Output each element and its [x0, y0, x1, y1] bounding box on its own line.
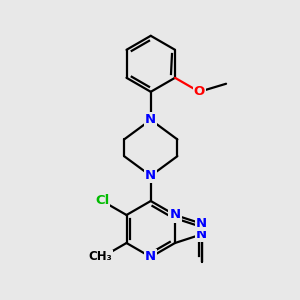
- Text: N: N: [196, 217, 207, 230]
- Text: N: N: [169, 208, 181, 221]
- Text: N: N: [145, 169, 156, 182]
- Text: O: O: [194, 85, 205, 98]
- Text: CH₃: CH₃: [88, 250, 112, 263]
- Text: N: N: [196, 228, 207, 241]
- Text: Cl: Cl: [95, 194, 109, 208]
- Text: N: N: [145, 250, 156, 263]
- Text: N: N: [145, 113, 156, 126]
